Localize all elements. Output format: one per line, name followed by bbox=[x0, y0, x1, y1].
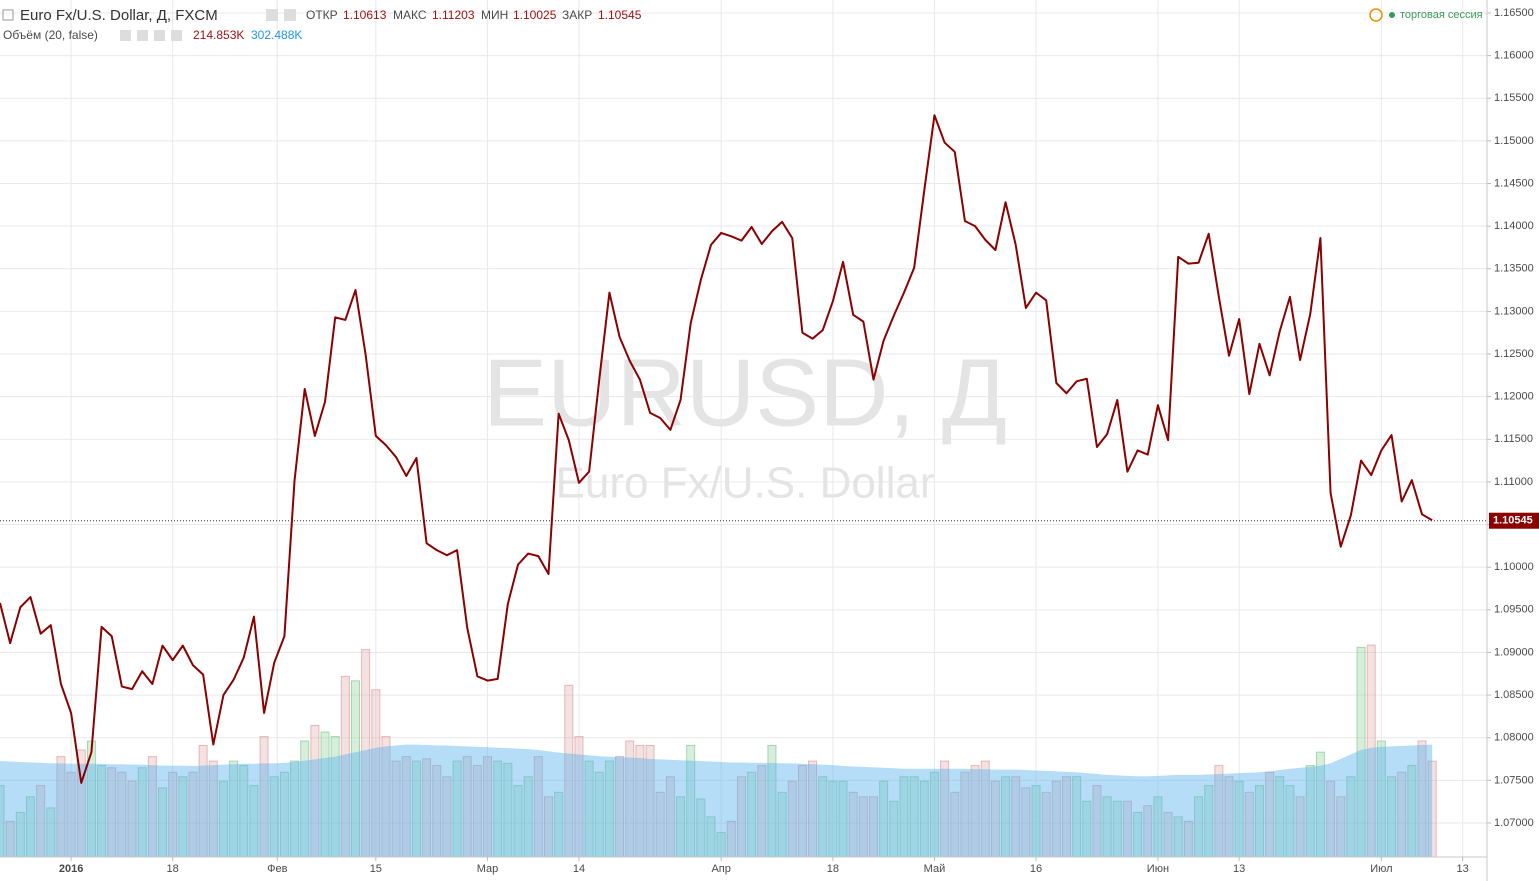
y-tick-label: 1.14500 bbox=[1494, 177, 1534, 189]
ohlc-value: 1.10025 bbox=[513, 8, 557, 22]
y-tick-label: 1.11500 bbox=[1494, 433, 1533, 445]
volume-name: Объём (20, false) bbox=[3, 28, 98, 42]
y-tick-label: 1.11000 bbox=[1494, 476, 1533, 488]
volume-pane bbox=[0, 644, 1437, 858]
price-pane bbox=[0, 114, 1487, 784]
y-tick-label: 1.08500 bbox=[1494, 689, 1534, 701]
ohlc-value: 1.10613 bbox=[343, 8, 387, 22]
y-tick-label: 1.13500 bbox=[1494, 263, 1534, 275]
session-dot bbox=[1389, 12, 1395, 18]
x-tick-label: 18 bbox=[827, 863, 839, 875]
ohlc-label: МИН bbox=[481, 8, 508, 22]
y-tick-label: 1.15000 bbox=[1494, 135, 1534, 147]
y-tick-label: 1.14000 bbox=[1494, 220, 1534, 232]
y-tick-label: 1.07000 bbox=[1494, 817, 1534, 829]
watermark-sub: Euro Fx/U.S. Dollar bbox=[556, 459, 935, 508]
icon[interactable] bbox=[284, 9, 296, 21]
y-tick-label: 1.16000 bbox=[1494, 49, 1534, 61]
y-tick-label: 1.09500 bbox=[1494, 604, 1534, 616]
ohlc-label: ЗАКР bbox=[562, 8, 592, 22]
x-tick-label: Май bbox=[924, 863, 946, 875]
y-tick-label: 1.13000 bbox=[1494, 305, 1534, 317]
last-price-tag bbox=[1489, 512, 1539, 529]
warning-icon[interactable] bbox=[1369, 8, 1383, 22]
volume-ma-area bbox=[0, 744, 1433, 857]
session: торговая сессия bbox=[1400, 9, 1483, 21]
last-price-label: 1.10545 bbox=[1493, 515, 1533, 527]
volume-last: 214.853K bbox=[193, 28, 244, 42]
watermark: EURUSD, Д bbox=[483, 339, 1007, 446]
collapse-icon[interactable] bbox=[2, 9, 14, 21]
axes: 1.07000 1.07500 1.08000 1.08500 1.09000 1.095… bbox=[59, 7, 1539, 875]
y-tick-label: 1.15500 bbox=[1494, 92, 1534, 104]
x-tick-label: 15 bbox=[370, 863, 382, 875]
ohlc-label: ОТКР bbox=[306, 8, 338, 22]
grid bbox=[0, 0, 1487, 857]
ohlc-value: 1.11203 bbox=[432, 8, 475, 22]
icon[interactable] bbox=[266, 9, 278, 21]
y-tick-label: 1.08000 bbox=[1494, 732, 1534, 744]
x-tick-label: Июн bbox=[1147, 863, 1169, 875]
x-tick-label: Апр bbox=[711, 863, 730, 875]
y-tick-label: 1.07500 bbox=[1494, 774, 1534, 786]
ohlc-value: 1.10545 bbox=[598, 8, 642, 22]
x-tick-label: Фев bbox=[267, 863, 287, 875]
y-tick-label: 1.12000 bbox=[1494, 391, 1534, 403]
volume-ma-last: 302.488K bbox=[251, 28, 302, 42]
y-tick-label: 1.16500 bbox=[1494, 7, 1534, 19]
icon[interactable] bbox=[120, 30, 131, 41]
x-tick-label: 14 bbox=[573, 863, 585, 875]
y-tick-label: 1.10000 bbox=[1494, 561, 1534, 573]
icon[interactable] bbox=[137, 30, 148, 41]
y-tick-label: 1.09000 bbox=[1494, 646, 1534, 658]
volume-bar bbox=[0, 785, 5, 858]
x-tick-label: Июл bbox=[1370, 863, 1392, 875]
symbol: Euro Fx/U.S. Dollar, Д, FXCM bbox=[20, 7, 218, 24]
icon[interactable] bbox=[171, 30, 182, 41]
ohlc-label: МАКС bbox=[393, 8, 427, 22]
x-tick-label: 16 bbox=[1030, 863, 1042, 875]
x-tick-label: 13 bbox=[1456, 863, 1468, 875]
price-line bbox=[0, 114, 1433, 784]
icon[interactable] bbox=[154, 30, 165, 41]
x-tick-label: 13 bbox=[1233, 863, 1245, 875]
x-tick-label: Мар bbox=[477, 863, 499, 875]
y-tick-label: 1.12500 bbox=[1494, 348, 1534, 360]
x-tick-label: 2016 bbox=[59, 863, 83, 875]
x-tick-label: 18 bbox=[167, 863, 179, 875]
